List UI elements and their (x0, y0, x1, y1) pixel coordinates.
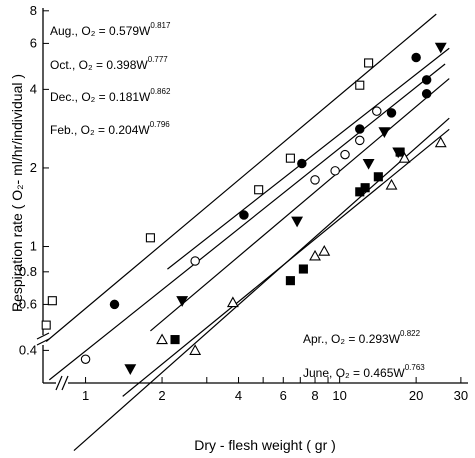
data-point-feb (378, 127, 391, 138)
y-tick-label: 0.6 (19, 296, 37, 311)
data-point-dec (330, 166, 340, 176)
y-tick-label: 6 (30, 35, 37, 50)
data-point-dec (355, 135, 365, 146)
data-point-june (434, 136, 447, 148)
data-point-apr (298, 264, 308, 274)
data-point-aug (41, 320, 51, 330)
data-point-june (385, 178, 398, 190)
equation-dec: Dec., O₂ = 0.181W0.862 (50, 87, 171, 104)
data-point-oct (421, 88, 432, 99)
data-point-june (309, 249, 321, 261)
data-point-apr (360, 183, 370, 193)
data-point-oct (411, 52, 421, 63)
x-tick-label: 1 (82, 388, 89, 403)
data-points (41, 42, 447, 375)
data-point-oct (355, 124, 365, 134)
equation-aug: Aug., O₂ = 0.579W0.817 (50, 21, 171, 38)
regression-line-feb (122, 128, 450, 397)
y-tick-label: 4 (30, 81, 37, 96)
data-point-oct (297, 158, 307, 169)
data-point-apr (373, 172, 383, 182)
data-point-aug (355, 80, 365, 90)
data-point-dec (372, 106, 382, 116)
data-point-june (318, 245, 331, 256)
equation-apr: Apr., O₂ = 0.293W0.822 (303, 329, 421, 346)
x-tick-label: 20 (409, 388, 423, 403)
data-point-oct (386, 108, 397, 118)
equation-feb: Feb., O₂ = 0.204W0.796 (50, 120, 170, 137)
data-point-aug (47, 296, 57, 306)
plot-frame (36, 8, 468, 391)
data-point-dec (190, 256, 200, 266)
data-point-apr (395, 147, 405, 157)
data-point-dec (340, 149, 350, 160)
y-tick-label: 0.4 (19, 342, 37, 357)
y-tick-label: 0.8 (19, 264, 37, 279)
data-point-june (226, 296, 239, 308)
data-point-dec (310, 175, 320, 185)
regression-line-dec (73, 117, 450, 452)
data-point-aug (364, 58, 374, 68)
y-tick-label: 8 (30, 3, 37, 18)
x-tick-label: 30 (454, 388, 468, 403)
data-point-apr (170, 335, 180, 345)
regression-line-apr (150, 78, 450, 332)
data-point-dec (80, 354, 91, 364)
data-point-aug (285, 153, 295, 163)
regression-line-oct (48, 63, 446, 381)
regression-lines (45, 13, 450, 452)
data-point-feb (434, 42, 447, 54)
data-point-june (189, 344, 202, 355)
y-axis-break (36, 332, 50, 346)
data-point-oct (421, 75, 432, 85)
x-tick-label: 10 (332, 388, 346, 403)
data-point-june (156, 333, 168, 345)
x-axis-title: Dry - flesh weight ( gr ) (194, 437, 336, 453)
y-tick-label: 1 (30, 239, 37, 254)
y-tick-label: 2 (30, 160, 37, 175)
equation-june: June, O₂ = 0.465W0.763 (303, 363, 425, 380)
x-tick-label: 2 (158, 388, 165, 403)
data-point-apr (285, 276, 295, 286)
data-point-feb (291, 216, 304, 228)
regression-line-aug (45, 13, 437, 342)
data-point-aug (254, 185, 264, 195)
x-tick-label: 6 (280, 388, 287, 403)
x-tick-label: 4 (235, 388, 242, 403)
equation-labels: Aug., O₂ = 0.579W0.817 Oct., O₂ = 0.398W0… (50, 21, 425, 380)
data-point-oct (109, 299, 120, 310)
data-point-oct (239, 210, 249, 220)
data-point-feb (124, 364, 137, 375)
equation-oct: Oct., O₂ = 0.398W0.777 (50, 55, 168, 72)
data-point-june (398, 152, 411, 163)
y-axis-title: Respiration rate ( O₂- ml/hr/individual … (9, 74, 25, 312)
x-tick-label: 8 (311, 388, 318, 403)
regression-line-june (167, 47, 450, 270)
data-point-feb (362, 158, 375, 170)
x-axis-break (55, 375, 69, 391)
data-point-aug (145, 233, 155, 243)
data-point-feb (176, 296, 189, 307)
axis-ticks: 1 2 4 6 8 10 20 30 0.4 0.6 0.8 1 2 4 6 8 (19, 3, 468, 403)
